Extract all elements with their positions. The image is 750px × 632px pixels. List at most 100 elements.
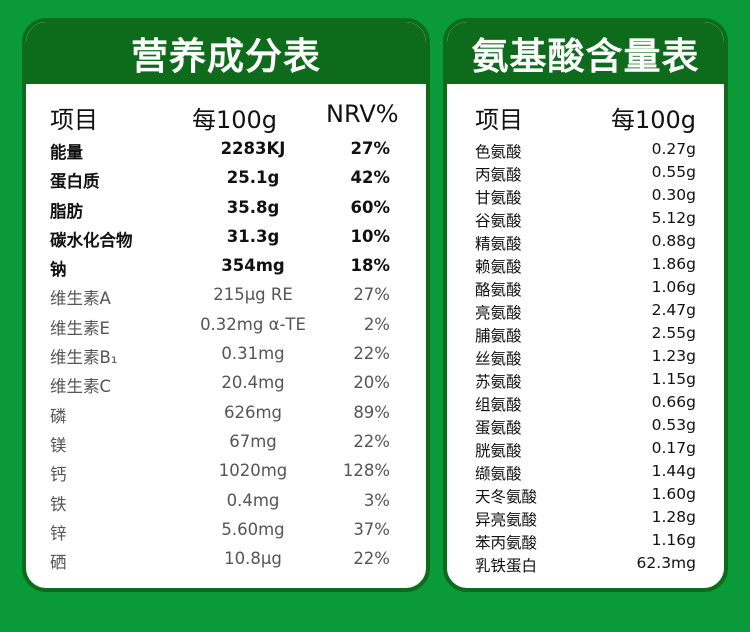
nutrition-row: 碳水化合物 31.3g 10% <box>26 223 426 252</box>
nutrition-row: 钠 354mg 18% <box>26 252 426 281</box>
nutrition-nrv: 10% <box>350 226 391 246</box>
amino-name: 甘氨酸 <box>475 189 522 207</box>
amino-name: 苏氨酸 <box>475 373 522 391</box>
amino-row: 胱氨酸 0.17g <box>447 438 724 461</box>
nutrition-amount: 0.31mg <box>221 344 285 364</box>
nutrition-row: 镁 67mg 22% <box>26 428 426 457</box>
nutrition-name: 硒 <box>50 553 67 573</box>
nutrition-nrv: 22% <box>353 549 390 569</box>
nutrition-row: 磷 626mg 89% <box>26 399 426 428</box>
nutrition-header-item: 项目 <box>50 106 98 134</box>
amino-name: 丝氨酸 <box>475 350 522 368</box>
amino-row: 色氨酸 0.27g <box>447 139 724 162</box>
nutrition-name: 钙 <box>50 465 67 485</box>
nutrition-name: 蛋白质 <box>50 172 100 192</box>
amino-amount: 0.17g <box>651 439 696 457</box>
amino-amount: 2.47g <box>651 301 696 319</box>
amino-name: 组氨酸 <box>475 396 522 414</box>
nutrition-name: 维生素C <box>50 377 112 397</box>
nutrition-name: 维生素A <box>50 289 111 309</box>
amino-amount: 62.3mg <box>636 554 696 572</box>
amino-amount: 1.28g <box>651 508 696 526</box>
nutrition-row: 维生素B₁ 0.31mg 22% <box>26 340 426 369</box>
nutrition-amount: 67mg <box>229 431 277 451</box>
amino-name: 乳铁蛋白 <box>475 557 538 575</box>
nutrition-name: 维生素B₁ <box>50 348 118 368</box>
amino-row: 酪氨酸 1.06g <box>447 277 724 300</box>
amino-amount: 1.60g <box>651 485 696 503</box>
amino-name: 胱氨酸 <box>475 442 522 460</box>
amino-header-per100: 每100g <box>610 106 696 134</box>
amino-amount: 1.23g <box>651 347 696 365</box>
nutrition-nrv: 42% <box>350 168 391 188</box>
amino-row: 组氨酸 0.66g <box>447 392 724 415</box>
nutrition-row: 能量 2283KJ 27% <box>26 135 426 164</box>
amino-name: 精氨酸 <box>475 235 522 253</box>
amino-amount: 2.55g <box>651 324 696 342</box>
nutrition-nrv: 128% <box>342 461 390 481</box>
amino-row: 苯丙氨酸 1.16g <box>447 530 724 553</box>
nutrition-amount: 0.32mg α-TE <box>200 314 306 334</box>
nutrition-row: 锌 5.60mg 37% <box>26 516 426 545</box>
nutrition-nrv: 18% <box>350 256 391 276</box>
amino-row: 天冬氨酸 1.60g <box>447 484 724 507</box>
nutrition-row: 硒 10.8μg 22% <box>26 545 426 574</box>
amino-amount: 1.86g <box>651 255 696 273</box>
amino-name: 丙氨酸 <box>475 166 522 184</box>
amino-title: 氨基酸含量表 <box>447 22 724 84</box>
nutrition-name: 镁 <box>50 435 67 455</box>
amino-amount: 1.44g <box>651 462 696 480</box>
amino-amount: 1.15g <box>651 370 696 388</box>
nutrition-name: 锌 <box>50 523 67 543</box>
amino-amount: 0.53g <box>651 416 696 434</box>
nutrition-header-per100: 每100g <box>192 106 278 134</box>
amino-amount: 0.88g <box>651 232 696 250</box>
amino-name: 酪氨酸 <box>475 281 522 299</box>
amino-amount: 0.66g <box>651 393 696 411</box>
amino-rows: 色氨酸 0.27g 丙氨酸 0.55g 甘氨酸 0.30g 谷氨酸 5.12g 精氨酸 0.88g… <box>447 139 724 576</box>
nutrition-title: 营养成分表 <box>26 22 426 84</box>
amino-row: 谷氨酸 5.12g <box>447 208 724 231</box>
nutrition-nrv: 60% <box>350 197 391 217</box>
nutrition-amount: 354mg <box>221 256 285 276</box>
nutrition-amount: 35.8g <box>226 197 280 217</box>
nutrition-row: 维生素E 0.32mg α-TE 2% <box>26 311 426 340</box>
amino-row: 丝氨酸 1.23g <box>447 346 724 369</box>
nutrition-nrv: 20% <box>353 373 390 393</box>
amino-row: 乳铁蛋白 62.3mg <box>447 553 724 576</box>
nutrition-nrv: 37% <box>353 519 390 539</box>
nutrition-amount: 5.60mg <box>221 519 285 539</box>
nutrition-header-row: 项目 每100g NRV% <box>26 100 426 134</box>
amino-row: 精氨酸 0.88g <box>447 231 724 254</box>
amino-amount: 1.06g <box>651 278 696 296</box>
amino-row: 蛋氨酸 0.53g <box>447 415 724 438</box>
nutrition-amount: 626mg <box>223 402 283 422</box>
amino-amount: 5.12g <box>651 209 696 227</box>
nutrition-amount: 31.3g <box>226 226 280 246</box>
amino-row: 甘氨酸 0.30g <box>447 185 724 208</box>
amino-row: 脯氨酸 2.55g <box>447 323 724 346</box>
amino-name: 天冬氨酸 <box>475 488 538 506</box>
amino-header-row: 项目 每100g <box>447 100 724 134</box>
amino-name: 脯氨酸 <box>475 327 522 345</box>
amino-row: 苏氨酸 1.15g <box>447 369 724 392</box>
amino-amount: 0.27g <box>651 140 696 158</box>
nutrition-header-nrv: NRV% <box>326 100 399 128</box>
nutrition-name: 维生素E <box>50 318 110 338</box>
nutrition-nrv: 27% <box>353 285 390 305</box>
amino-name: 蛋氨酸 <box>475 419 522 437</box>
nutrition-name: 碳水化合物 <box>50 230 133 250</box>
nutrition-amount: 25.1g <box>226 168 280 188</box>
amino-name: 谷氨酸 <box>475 212 522 230</box>
amino-name: 色氨酸 <box>475 143 522 161</box>
amino-name: 苯丙氨酸 <box>475 534 538 552</box>
amino-header-item: 项目 <box>475 106 523 134</box>
amino-row: 异亮氨酸 1.28g <box>447 507 724 530</box>
amino-panel: 氨基酸含量表 项目 每100g 色氨酸 0.27g 丙氨酸 0.55g 甘氨酸 0.30g… <box>443 18 728 592</box>
nutrition-row: 脂肪 35.8g 60% <box>26 194 426 223</box>
nutrition-row: 蛋白质 25.1g 42% <box>26 164 426 193</box>
nutrition-amount: 215μg RE <box>213 285 293 305</box>
amino-row: 丙氨酸 0.55g <box>447 162 724 185</box>
nutrition-row: 维生素C 20.4mg 20% <box>26 369 426 398</box>
nutrition-panel: 营养成分表 项目 每100g NRV% 能量 2283KJ 27% 蛋白质 25.1g 4… <box>22 18 430 592</box>
